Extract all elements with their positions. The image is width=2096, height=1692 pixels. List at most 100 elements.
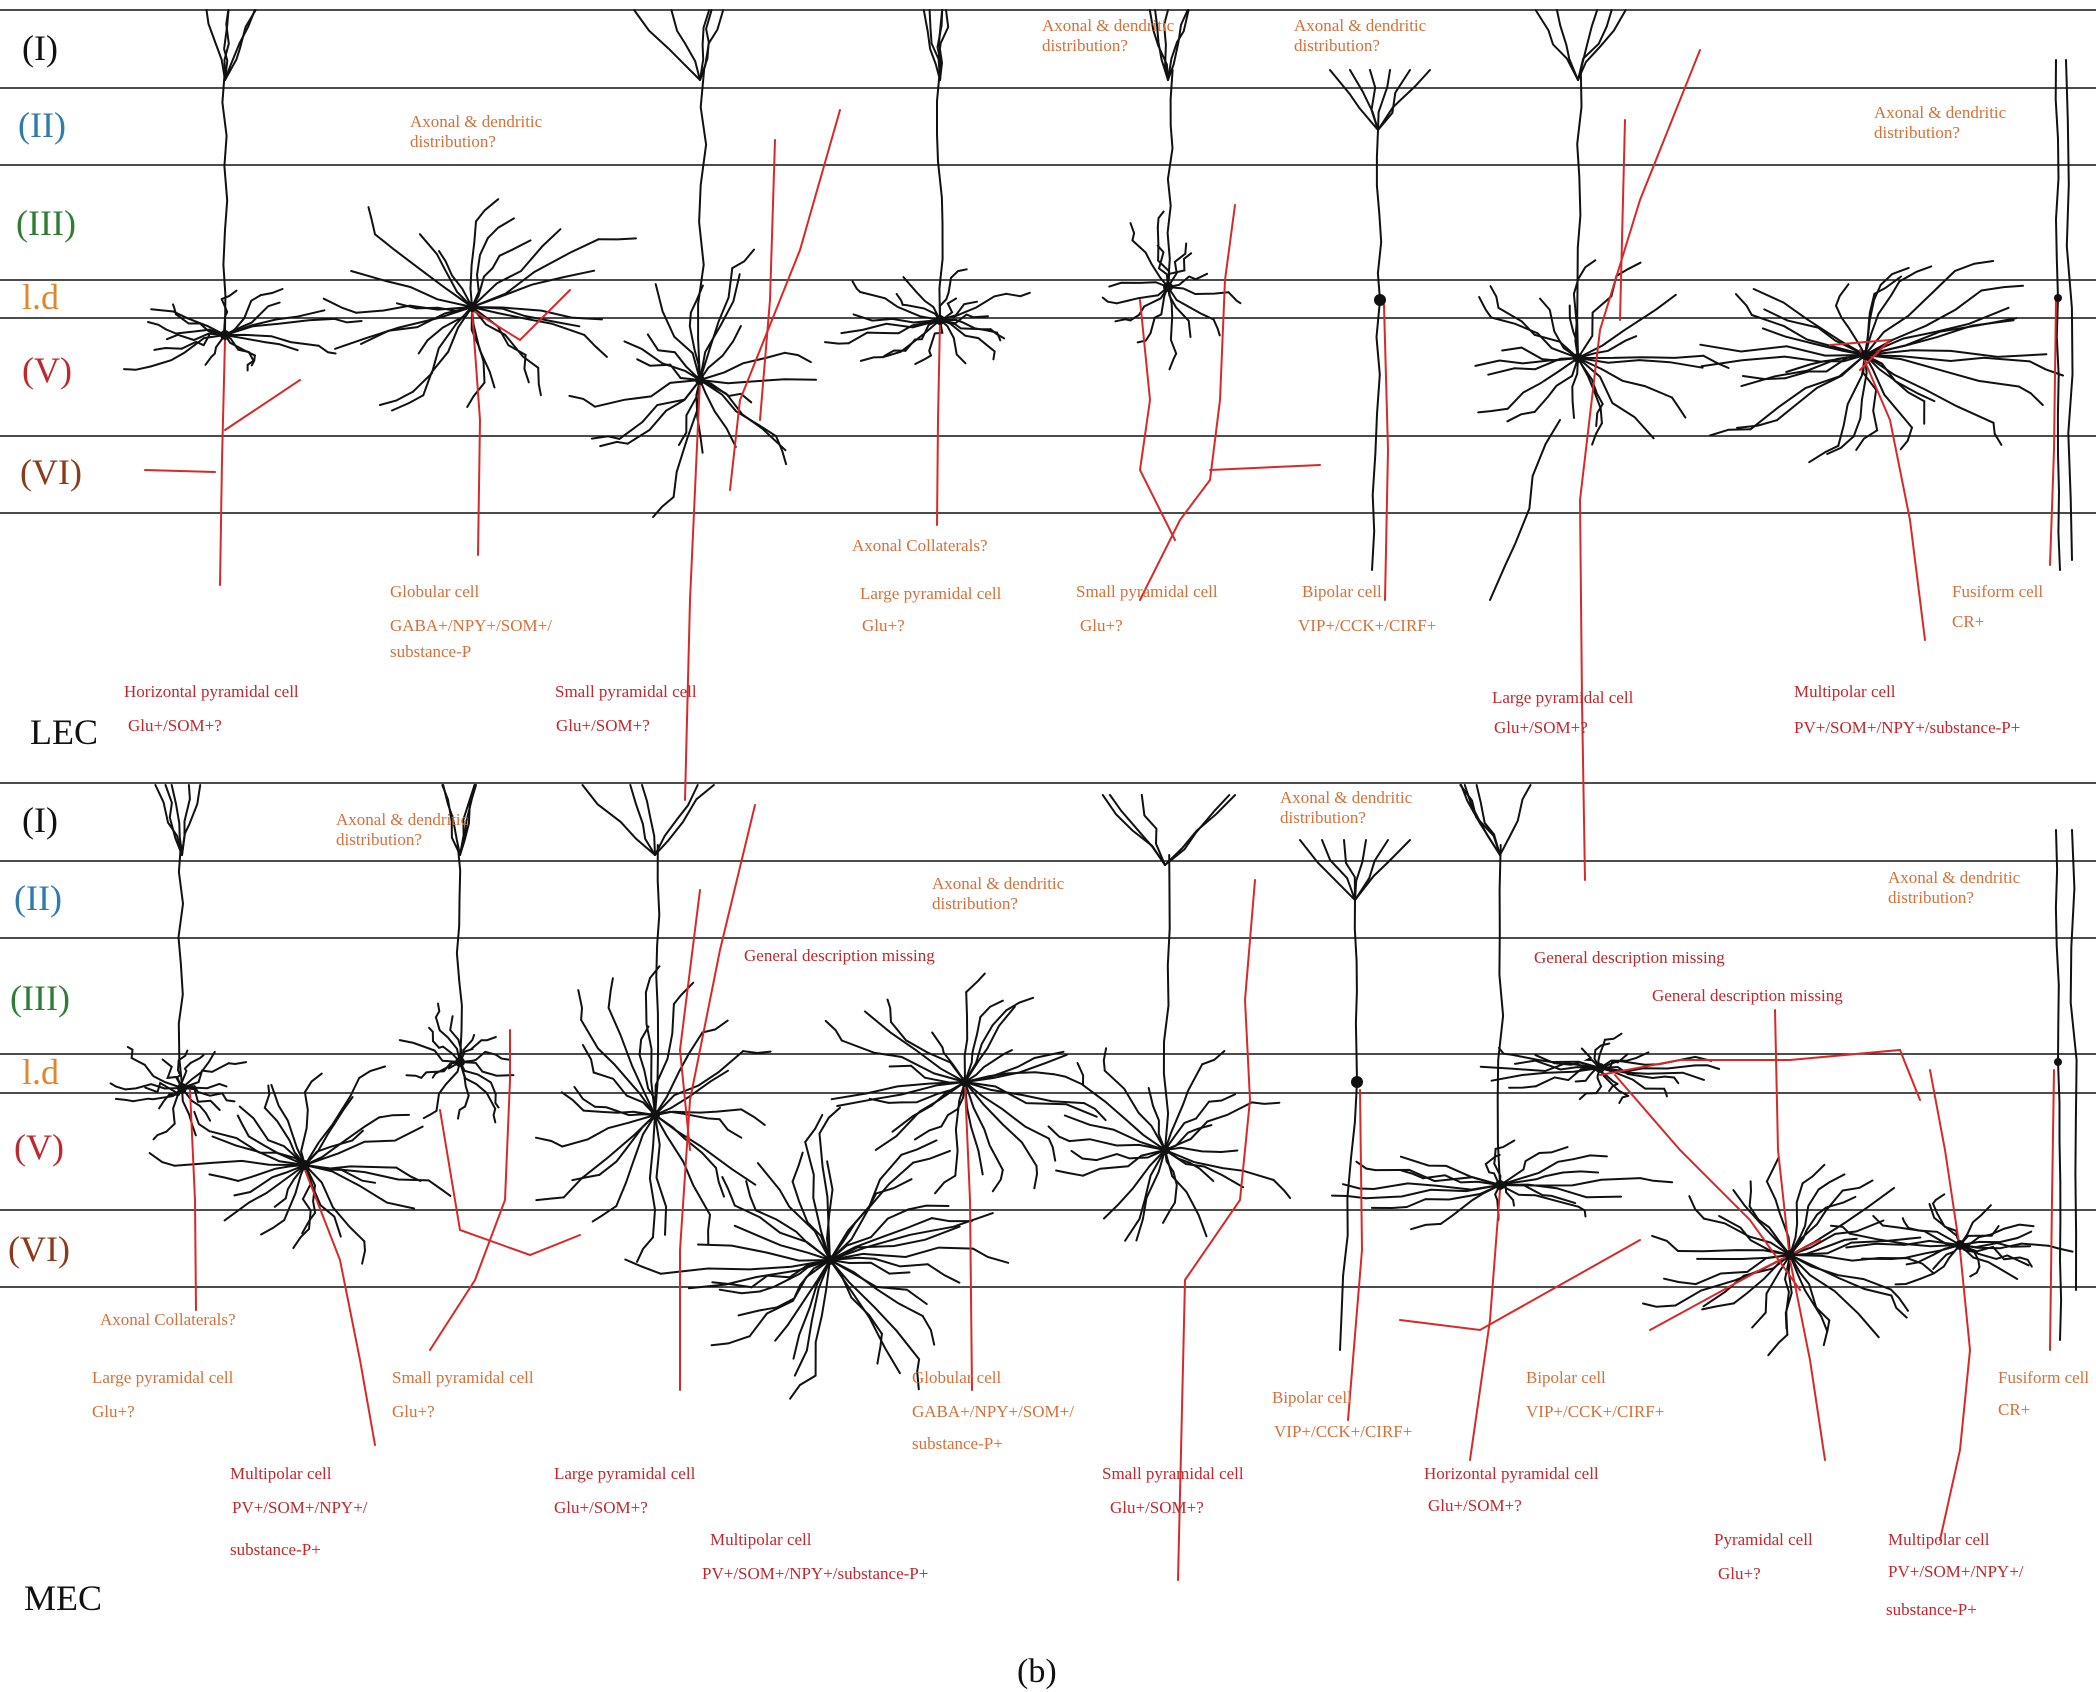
mec-small-pyramidal-dendrite bbox=[405, 1074, 423, 1079]
mec-globular-dendrite bbox=[900, 1081, 966, 1104]
mec-multipolar-2-dendrite bbox=[907, 1204, 950, 1211]
mec-large-pyramidal-2-dendrite bbox=[571, 1173, 601, 1182]
mec-fusiform-axon bbox=[2049, 1069, 2055, 1351]
mec-large-pyramidal-2-axon bbox=[679, 804, 756, 1391]
mec-bipolar-2-dendrite bbox=[1599, 1064, 1697, 1073]
mec-large-pyramidal-2-dendrite bbox=[644, 991, 656, 1116]
lec-multipolar-dendrite bbox=[1734, 293, 1753, 316]
mec-large-pyramidal-2-dendrite bbox=[535, 1196, 565, 1202]
lec-note: Axonal & dendritic distribution? bbox=[1874, 103, 2007, 142]
mec-globular-dendrite bbox=[824, 1019, 843, 1042]
soma bbox=[1573, 353, 1583, 363]
lec-large-pyramidal-dendrite bbox=[882, 319, 941, 359]
panel-label: (b) bbox=[1017, 1653, 1057, 1690]
lec-multipolar-dendrite bbox=[1700, 354, 1866, 368]
lec-horizontal-pyramidal-axon bbox=[224, 379, 301, 431]
lec-horizontal-pyramidal-dendrite bbox=[204, 334, 226, 366]
lec-large-pyramidal-dendrite bbox=[937, 9, 950, 81]
mec-multipolar-dendrite bbox=[260, 1219, 286, 1236]
mec-large-pyramidal-dendrite bbox=[130, 1057, 183, 1089]
mec-large-pyramidal-2-dendrite bbox=[672, 981, 695, 1005]
mec-horizontal-pyramidal-dendrite bbox=[1422, 1174, 1501, 1186]
lec-small-pyramidal-dendrite bbox=[697, 69, 708, 381]
lec-horizontal-pyramidal-dendrite bbox=[150, 308, 226, 336]
lec-horizontal-pyramidal-dendrite bbox=[223, 9, 230, 81]
mec-bipolar-dendrite bbox=[1353, 899, 1358, 1083]
mec-multipolar-2-dendrite bbox=[774, 1259, 831, 1342]
lec-globular-dendrite bbox=[378, 390, 414, 406]
mec-multipolar-2-dendrite bbox=[829, 1225, 961, 1261]
mec-bipolar-2-dendrite bbox=[1618, 1094, 1630, 1104]
lec-small-pyramidal-2-dendrite bbox=[1131, 239, 1169, 288]
lec-small-pyramidal-dendrite bbox=[699, 379, 778, 438]
lec-small-pyramidal-dendrite bbox=[775, 435, 788, 466]
lec-small-pyramidal-2-dendrite bbox=[1167, 252, 1193, 288]
mec-cell-name: Bipolar cell bbox=[1272, 1388, 1352, 1407]
lec-large-pyramidal-2-dendrite bbox=[1576, 69, 1583, 359]
mec-multipolar-2-dendrite bbox=[829, 1259, 901, 1375]
lec-large-pyramidal-dendrite bbox=[950, 268, 968, 279]
mec-small-pyramidal-axon bbox=[439, 1109, 581, 1257]
mec-small-pyramidal-2-dendrite bbox=[1147, 1087, 1166, 1151]
mec-horizontal-pyramidal-dendrite bbox=[1463, 784, 1501, 856]
mec-multipolar-2-dendrite bbox=[733, 1224, 831, 1261]
mec-large-pyramidal-dendrite bbox=[114, 1097, 135, 1103]
lec-large-pyramidal-2-dendrite bbox=[1577, 335, 1638, 359]
soma bbox=[695, 375, 705, 385]
mec-multipolar-dendrite bbox=[208, 1130, 306, 1166]
mec-large-pyramidal-2-dendrite bbox=[581, 784, 656, 856]
lec-multipolar-dendrite bbox=[1752, 288, 1866, 356]
mec-horizontal-pyramidal-dendrite bbox=[1400, 1169, 1425, 1180]
mec-multipolar-2-dendrite bbox=[718, 1288, 761, 1295]
lec-globular-dendrite bbox=[418, 233, 473, 308]
mec-bipolar-2-dendrite bbox=[1599, 1065, 1666, 1080]
mec-globular-dendrite bbox=[886, 998, 892, 1023]
mec-small-pyramidal-dendrite bbox=[459, 1050, 497, 1063]
lec-multipolar-dendrite bbox=[1898, 265, 1933, 283]
lec-globular-dendrite bbox=[469, 220, 477, 308]
mec-horizontal-pyramidal-dendrite bbox=[1538, 1146, 1569, 1154]
lec-large-pyramidal-dendrite bbox=[936, 69, 944, 321]
mec-horizontal-pyramidal-dendrite bbox=[1342, 1183, 1375, 1190]
mec-pyramidal-dendrite bbox=[1906, 1257, 1935, 1275]
lec-multipolar-dendrite bbox=[1864, 349, 2048, 358]
mec-multipolar-dendrite bbox=[304, 1125, 424, 1166]
mec-small-pyramidal-dendrite bbox=[459, 784, 476, 856]
lec-horizontal-pyramidal-dendrite bbox=[153, 346, 183, 351]
mec-multipolar-2-dendrite bbox=[829, 1192, 878, 1261]
layer-label-II: (II) bbox=[14, 878, 62, 918]
soma bbox=[1860, 350, 1870, 360]
mec-multipolar-2-dendrite bbox=[818, 1132, 831, 1261]
mec-globular-dendrite bbox=[1052, 1073, 1084, 1086]
mec-multipolar-2-dendrite bbox=[916, 1358, 921, 1391]
mec-bipolar-2-dendrite bbox=[1479, 1062, 1601, 1073]
mec-horizontal-pyramidal-dendrite bbox=[1577, 1205, 1587, 1218]
mec-large-pyramidal-2-axon bbox=[678, 889, 701, 1151]
lec-large-pyramidal-2-dendrite bbox=[1577, 357, 1673, 399]
mec-pyramidal-dendrite bbox=[1789, 1236, 1922, 1256]
lec-small-pyramidal-2-dendrite bbox=[1156, 210, 1165, 229]
lec-large-pyramidal-dendrite bbox=[859, 291, 941, 321]
mec-small-pyramidal-2-axon bbox=[1177, 879, 1256, 1581]
lec-cell-markers: CR+ bbox=[1952, 612, 1985, 631]
lec-globular-dendrite bbox=[471, 269, 596, 308]
mec-large-pyramidal-dendrite bbox=[221, 1092, 236, 1103]
lec-large-pyramidal-dendrite bbox=[914, 354, 932, 365]
mec-small-pyramidal-2-dendrite bbox=[1103, 1069, 1166, 1151]
mec-bipolar-2-dendrite bbox=[1694, 1064, 1721, 1070]
mec-cell-name: Large pyramidal cell bbox=[554, 1464, 696, 1483]
mec-multipolar-2-dendrite bbox=[814, 1259, 831, 1377]
lec-horizontal-pyramidal-dendrite bbox=[333, 317, 363, 324]
lec-multipolar-dendrite bbox=[2017, 385, 2044, 406]
soma bbox=[220, 330, 230, 340]
mec-globular-dendrite bbox=[964, 1005, 1016, 1083]
mec-horizontal-pyramidal-dendrite bbox=[1399, 1155, 1501, 1186]
mec-globular-dendrite bbox=[913, 1125, 943, 1141]
lec-globular-dendrite bbox=[471, 306, 586, 336]
mec-multipolar-dendrite bbox=[238, 1105, 306, 1166]
mec-multipolar-dendrite bbox=[304, 1164, 317, 1214]
soma bbox=[1163, 282, 1173, 292]
mec-bipolar-2-dendrite bbox=[1508, 1085, 1537, 1089]
mec-pyramidal-dendrite bbox=[1663, 1277, 1697, 1286]
